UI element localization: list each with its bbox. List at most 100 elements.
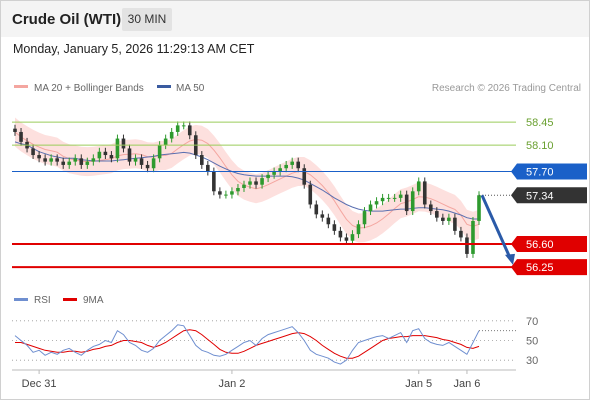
candle-body xyxy=(278,168,282,172)
candle-body xyxy=(302,168,307,185)
candle-body xyxy=(290,161,294,165)
candle-body xyxy=(236,188,240,192)
bollinger-band xyxy=(15,117,479,243)
header-bar: Crude Oil (WTI) 30 MIN xyxy=(1,1,589,37)
legend-label-ma50: MA 50 xyxy=(176,83,205,94)
x-tick-label: Dec 31 xyxy=(22,378,57,390)
candle-body xyxy=(200,155,204,165)
candle-body xyxy=(13,128,17,132)
candle-body xyxy=(254,181,258,185)
current-price-label: 57.34 xyxy=(526,190,554,202)
candle-body xyxy=(133,158,138,162)
candle-body xyxy=(31,148,35,156)
rsi-line xyxy=(14,324,480,365)
legend-swatch-9ma xyxy=(63,298,77,301)
pivot-label: 57.70 xyxy=(526,167,554,179)
candle-body xyxy=(326,217,331,225)
candle-body xyxy=(441,217,445,221)
instrument-title: Crude Oil (WTI) xyxy=(12,11,122,28)
support-tag xyxy=(511,236,587,253)
candle-body xyxy=(453,217,457,231)
candle-body xyxy=(248,181,252,185)
candle-body xyxy=(109,155,114,159)
candle-body xyxy=(314,204,319,215)
x-tick-label: Jan 2 xyxy=(218,378,245,390)
candle-body xyxy=(55,158,59,162)
support-label: 56.60 xyxy=(526,239,554,251)
candle-body xyxy=(422,181,427,205)
rsi-tick-label: 30 xyxy=(526,355,538,367)
copyright: Research © 2026 Trading Central xyxy=(432,83,581,94)
candle-body xyxy=(187,125,192,136)
candle-body xyxy=(435,211,439,218)
x-tick-label: Jan 6 xyxy=(453,378,480,390)
candle-body xyxy=(181,125,186,127)
candle-body xyxy=(260,178,264,185)
legend-swatch-ma50 xyxy=(157,85,171,88)
candle-body xyxy=(410,191,415,212)
forecast-arrow-shaft xyxy=(480,194,512,259)
candle-body xyxy=(284,164,288,169)
resistance-label: 58.45 xyxy=(526,117,554,129)
candle-body xyxy=(296,161,301,169)
legend-label-rsi: RSI xyxy=(34,295,51,306)
candle-body xyxy=(350,234,355,241)
candle-body xyxy=(212,171,216,192)
candle-body xyxy=(79,158,84,165)
candle-body xyxy=(459,230,463,238)
candle-body xyxy=(73,158,78,162)
legend-swatch-rsi xyxy=(14,298,28,301)
candle-body xyxy=(151,158,156,169)
support-tag xyxy=(511,259,587,276)
candle-body xyxy=(139,158,144,165)
candle-body xyxy=(37,155,41,159)
x-tick-label: Jan 5 xyxy=(405,378,432,390)
candle-body xyxy=(67,161,72,165)
candle-body xyxy=(344,237,349,241)
candle-body xyxy=(374,201,379,205)
candle-body xyxy=(404,194,409,212)
candle-body xyxy=(43,158,47,162)
candle-body xyxy=(477,195,481,221)
resistance-label: 58.10 xyxy=(526,140,554,152)
candle-body xyxy=(266,174,270,179)
rsi-tick-label: 70 xyxy=(526,316,538,328)
candle-body xyxy=(356,224,361,235)
candle-body xyxy=(272,171,276,175)
current-price-tag xyxy=(511,187,587,204)
candle-body xyxy=(61,161,66,165)
candle-body xyxy=(19,131,23,142)
forecast-arrow-head xyxy=(505,253,515,265)
timestamp: Monday, January 5, 2026 11:29:13 AM CET xyxy=(13,42,255,56)
candle-body xyxy=(368,204,373,212)
candle-body xyxy=(85,161,90,165)
candle-body xyxy=(332,224,337,231)
candle-body xyxy=(224,194,228,196)
candle-body xyxy=(380,197,385,202)
candle-body xyxy=(175,125,180,132)
candle-body xyxy=(465,237,469,254)
candle-body xyxy=(386,197,391,199)
price-panel: 58.45 58.10 57.70 57.34 56.60 56.25 xyxy=(12,117,587,276)
candle-body xyxy=(127,148,132,162)
candle-body xyxy=(447,217,451,221)
support-label: 56.25 xyxy=(526,262,554,274)
candle-body xyxy=(206,164,210,172)
candle-body xyxy=(362,211,367,225)
candle-body xyxy=(338,230,343,238)
legend-label-ma20: MA 20 + Bollinger Bands xyxy=(34,83,144,94)
legend-label-9ma: 9MA xyxy=(83,295,104,306)
candle-body xyxy=(218,191,222,195)
candle-body xyxy=(320,214,325,218)
candle-body xyxy=(163,138,168,146)
candle-body xyxy=(398,194,403,198)
candle-body xyxy=(230,191,234,195)
rsi-tick-label: 50 xyxy=(526,336,538,348)
candle-body xyxy=(428,204,433,212)
timeframe-badge[interactable]: 30 MIN xyxy=(122,8,172,31)
candle-body xyxy=(157,145,162,159)
candle-body xyxy=(471,220,475,254)
rsi-9ma-line xyxy=(15,329,480,359)
